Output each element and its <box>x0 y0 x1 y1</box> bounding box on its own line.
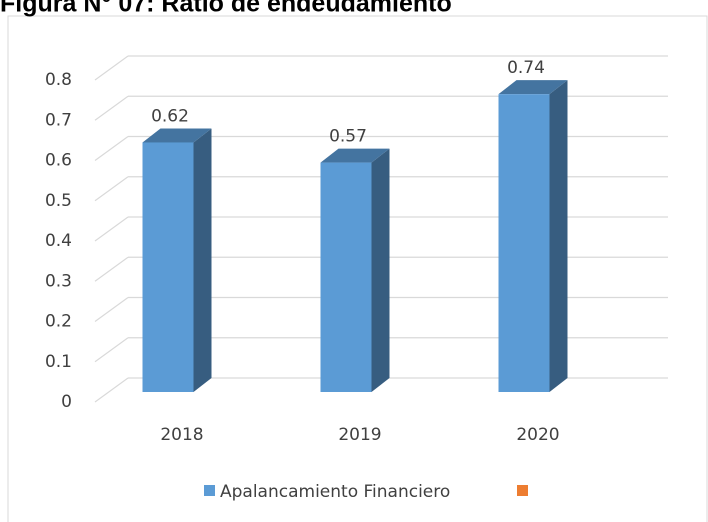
bar-side <box>371 148 390 392</box>
x-tick-label: 2018 <box>160 425 203 445</box>
bar-side <box>549 80 568 393</box>
y-tick-label: 0.8 <box>45 70 72 90</box>
bar-top <box>498 80 568 95</box>
grid-line <box>94 337 129 363</box>
bar <box>498 94 550 393</box>
x-tick-label: 2020 <box>516 425 559 445</box>
data-label: 0.57 <box>329 127 367 147</box>
grid-line <box>94 176 129 202</box>
grid-line <box>94 95 129 121</box>
grid-line <box>94 136 129 161</box>
y-tick-label: 0.3 <box>45 271 72 291</box>
legend-swatch <box>204 485 215 496</box>
y-tick-label: 0.1 <box>45 352 72 372</box>
y-tick-label: 0.5 <box>45 191 72 211</box>
legend-swatch <box>517 485 528 496</box>
data-label: 0.74 <box>507 58 545 78</box>
chart-title: Figura N° 07: Ratio de endeudamiento <box>0 0 452 18</box>
bar-top <box>142 128 212 143</box>
x-tick-label: 2019 <box>338 425 381 445</box>
bar-top <box>320 148 390 163</box>
bar <box>320 162 372 392</box>
legend-label: Apalancamiento Financiero <box>220 482 450 502</box>
grid-line <box>94 55 129 81</box>
y-tick-label: 0.6 <box>45 151 72 171</box>
data-label: 0.62 <box>151 106 189 126</box>
grid-line <box>94 297 129 322</box>
bar-side <box>193 128 212 392</box>
y-tick-label: 0 <box>61 392 72 412</box>
grid-line <box>94 216 129 242</box>
y-tick-label: 0.4 <box>45 231 72 251</box>
bar <box>142 142 194 392</box>
y-tick-label: 0.7 <box>45 110 72 130</box>
grid-line <box>94 377 129 403</box>
grid-line <box>94 256 129 282</box>
y-tick-label: 0.2 <box>45 312 72 332</box>
